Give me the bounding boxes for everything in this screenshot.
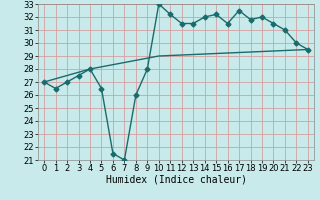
X-axis label: Humidex (Indice chaleur): Humidex (Indice chaleur) [106,175,246,185]
